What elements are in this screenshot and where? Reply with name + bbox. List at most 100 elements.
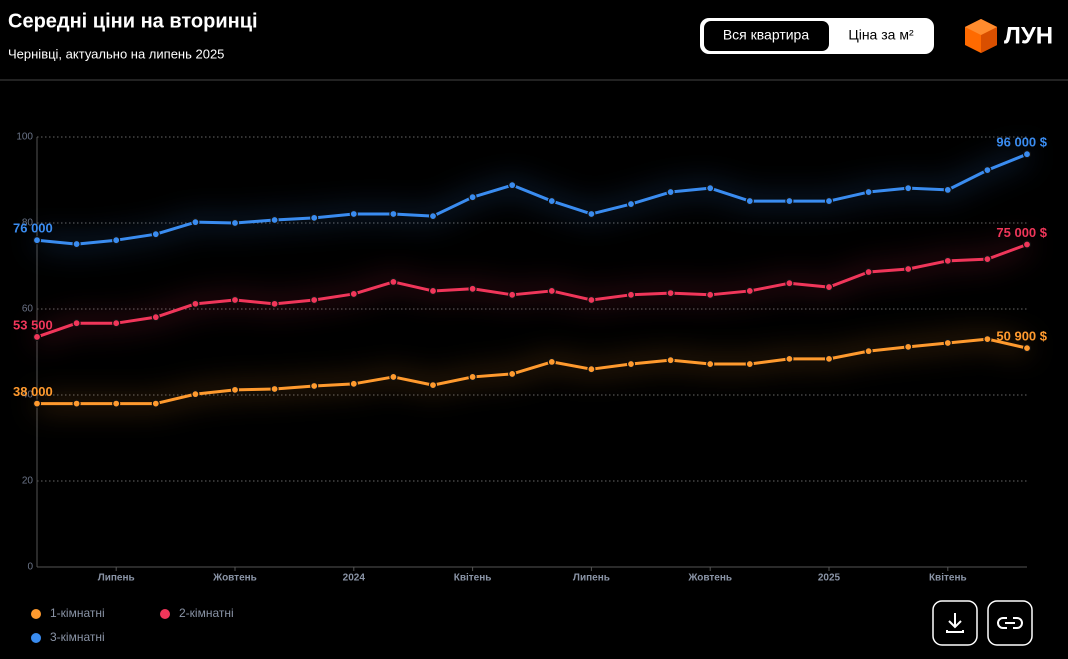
- x-tick-label: Липень: [573, 573, 610, 584]
- point: [745, 359, 754, 369]
- tab[interactable]: Ціна за м²: [848, 27, 914, 43]
- point: [824, 354, 834, 363]
- point: [72, 319, 81, 328]
- point: [349, 379, 358, 388]
- point: [72, 239, 81, 249]
- x-tick-label: Липень: [98, 573, 135, 584]
- point: [32, 236, 42, 245]
- point: [626, 359, 636, 369]
- point: [230, 218, 240, 228]
- value-label: 50 900 $: [996, 329, 1047, 344]
- point: [587, 209, 596, 219]
- title: Середні ціни на вторинці: [8, 10, 258, 32]
- series-line: [36, 243, 1028, 339]
- legend-label: 3-кімнатні: [50, 630, 105, 644]
- point: [1022, 240, 1032, 249]
- point: [428, 286, 438, 296]
- point: [706, 359, 715, 369]
- point: [191, 299, 200, 308]
- point: [428, 381, 438, 390]
- tab[interactable]: Вся квартира: [723, 27, 809, 43]
- value-label: 76 000: [13, 221, 53, 236]
- series-line: [36, 152, 1028, 246]
- point: [547, 357, 556, 366]
- point: [151, 399, 160, 408]
- point: [270, 215, 279, 225]
- point: [151, 230, 160, 239]
- point: [389, 277, 398, 287]
- plot: 0 20 40 60 80 100 Липень Жовтень 2024 Квітень Липе…: [13, 132, 1048, 584]
- x-tick-label: 2025: [818, 573, 841, 584]
- point: [983, 335, 992, 344]
- point: [230, 385, 240, 394]
- x-tick-label: 2024: [343, 573, 366, 584]
- point: [785, 354, 794, 363]
- point: [428, 212, 438, 221]
- tab-active[interactable]: [704, 21, 829, 51]
- series-line: [37, 337, 1028, 406]
- x-tick-label: Квітень: [929, 573, 967, 584]
- y-tick-label: 0: [27, 562, 33, 573]
- point: [666, 356, 675, 365]
- value-label: 75 000 $: [996, 225, 1047, 240]
- point: [270, 299, 279, 308]
- download-button[interactable]: [932, 600, 978, 646]
- point: [626, 290, 636, 299]
- point: [508, 290, 517, 299]
- legend: 1-кімнатні 2-кімнатні 3-кімнатні: [31, 606, 234, 644]
- point: [587, 365, 596, 374]
- value-label: 96 000 $: [996, 135, 1047, 150]
- point: [112, 236, 121, 245]
- point: [904, 264, 913, 274]
- point: [508, 181, 517, 190]
- y-tick-label: 80: [22, 218, 34, 229]
- point: [72, 399, 81, 408]
- value-label: 53 500: [13, 317, 53, 332]
- point: [587, 295, 596, 305]
- point: [349, 209, 358, 219]
- point: [349, 289, 358, 299]
- point: [151, 313, 160, 322]
- point: [904, 342, 913, 351]
- point: [112, 399, 121, 408]
- point: [785, 196, 794, 206]
- link-button[interactable]: [987, 600, 1033, 646]
- logo-icon: [965, 19, 997, 53]
- point: [983, 255, 992, 264]
- point: [1022, 344, 1032, 353]
- point: [230, 295, 240, 305]
- point: [706, 290, 715, 299]
- y-tick-label: 40: [22, 390, 34, 401]
- x-tick-label: Жовтень: [687, 573, 732, 584]
- point: [745, 286, 754, 296]
- point: [1022, 150, 1032, 159]
- x-tick-label: Квітень: [454, 573, 492, 584]
- point: [547, 196, 556, 206]
- point: [824, 282, 834, 292]
- y-tick-label: 60: [22, 304, 34, 315]
- point: [32, 399, 42, 408]
- value-label: 38 000: [13, 384, 53, 399]
- y-tick-label: 20: [22, 476, 34, 487]
- point: [191, 218, 200, 227]
- point: [626, 199, 636, 209]
- point: [864, 347, 873, 356]
- point: [864, 187, 873, 197]
- point: [706, 184, 715, 193]
- point: [468, 193, 477, 202]
- point: [270, 384, 279, 394]
- point: [468, 284, 477, 293]
- point: [32, 332, 42, 342]
- point: [904, 184, 913, 193]
- point: [389, 209, 398, 219]
- point: [943, 338, 952, 348]
- legend-marker: [31, 633, 41, 643]
- point: [785, 279, 794, 288]
- point: [943, 185, 952, 194]
- point: [191, 390, 200, 399]
- point: [547, 286, 556, 296]
- logo: ЛУН: [1004, 22, 1053, 49]
- point: [943, 256, 952, 265]
- y-tick-label: 100: [16, 132, 33, 143]
